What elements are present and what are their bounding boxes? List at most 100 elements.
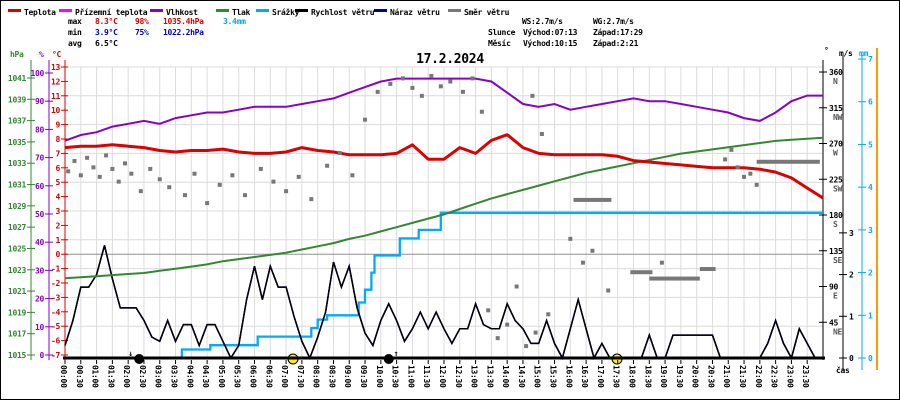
wind-direction-point [524,344,529,349]
wind-direction-point [72,158,77,163]
stat-value: 3.4mm [223,17,246,26]
humidity-tick-label: 40 [35,238,45,247]
pressure-tick-label: 1029 [8,202,27,211]
x-tick-label: 02:30 [138,365,147,388]
wind-direction-point [91,165,96,170]
wind-direction-point [438,84,443,89]
astro-stat-value: Východ:07:13 [523,28,578,37]
rain-tick-label: 6 [868,98,873,107]
pressure-tick-label: 1025 [8,244,27,253]
rain-tick-label: 5 [868,140,873,149]
wind-direction-point [606,288,611,293]
x-tick-label: 14:00 [501,365,510,388]
stat-value: 1022.2hPa [163,28,204,37]
x-tick-label: 15:00 [533,365,542,388]
wind-direction-point [729,147,734,152]
wind-tick-label: 0 [849,354,854,363]
wind-direction-point [296,174,301,179]
pressure-tick-label: 1027 [8,223,27,232]
pressure-tick-label: 1039 [8,95,27,104]
temp-tick-label: 0 [55,250,60,259]
stat-value: min [68,27,82,37]
wind-direction-point [350,173,355,178]
wind-direction-point [66,169,71,174]
legend: Teplota Přízemní teplota Vlhkost Tlak Srážky… [8,7,510,17]
pressure-axis-unit-label: hPa [10,50,24,59]
x-tick-label: 07:30 [296,365,305,388]
legend-swatch-8 [448,9,461,12]
x-tick-label: 02:00 [122,365,131,388]
x-tick-label: 22:00 [754,365,763,388]
astro-stat-value: WG:2.7m/s [593,17,634,26]
legend-item-label: Tlak [232,8,251,17]
wind-direction-point [375,89,380,94]
pressure-tick-label: 1041 [8,74,27,83]
wind-direction-point [754,182,759,187]
stat-value: max [68,17,82,26]
direction-compass-label: NW [833,113,843,122]
rain-tick-label: 2 [868,269,873,278]
x-axis-unit-label: čas [836,365,850,375]
x-tick-label: 06:00 [248,365,257,388]
wind-direction-point [138,189,143,194]
wind-axis-unit-label: m/s [839,49,853,58]
wind-direction-point [514,284,519,289]
wind-direction-point [309,197,314,202]
moon-set-arrow: ↓ [128,349,133,358]
temp-tick-label: -2 [51,279,61,288]
x-tick-label: 20:30 [706,365,715,388]
stat-value: 3.9°C [95,28,118,37]
wind-direction-point [419,93,424,98]
x-tick-label: 17:30 [612,365,621,388]
astro-stat-value: Měsíc [488,38,511,48]
astro-stat-value: Západ:2:21 [593,39,639,48]
x-tick-label: 04:30 [201,365,210,388]
wind-direction-point [123,161,128,166]
direction-compass-label: S [833,220,838,229]
x-tick-label: 07:00 [280,365,289,388]
x-tick-label: 03:30 [170,365,179,388]
x-tick-label: 11:30 [422,365,431,388]
direction-compass-label: W [833,149,838,158]
direction-compass-label: N [833,77,838,86]
wind-direction-point [448,79,453,84]
wind-direction-point [539,131,544,136]
pressure-line [64,136,824,280]
x-axis: 00:00 00:30 01:00 01:30 02:00 02:30 03:00 03:30… [59,356,825,388]
x-tick-label: 17:00 [596,365,605,388]
stat-value: 75% [135,28,149,37]
astro-stat-value: Slunce [488,28,516,37]
legend-item-label: Teplota [24,8,56,17]
pressure-tick-label: 1037 [8,117,27,126]
astro-stat-value: Východ:10:15 [523,39,578,48]
stat-value: 98% [135,17,149,26]
x-tick-label: 23:30 [801,365,810,388]
humidity-tick-label: 90 [35,97,45,106]
wind-direction-point [742,174,747,179]
wind-direction-point [217,182,222,187]
x-tick-label: 14:30 [517,365,526,388]
wind-direction-point [546,312,551,317]
humidity-tick-label: 70 [35,154,45,163]
wind-direction-point [97,174,102,179]
x-tick-label: 16:30 [580,365,589,388]
x-tick-label: 20:00 [691,365,700,388]
legend-swatch-6 [295,9,308,12]
wind-direction-point [85,155,90,160]
x-tick-label: 09:30 [359,365,368,388]
x-tick-label: 12:30 [454,365,463,388]
legend-swatch-3 [150,9,163,12]
legend-swatch-4 [216,9,229,12]
wind-direction-point [284,189,289,194]
rain-tick-label: 3 [868,226,873,235]
direction-compass-label: E [833,292,838,301]
humidity-line [64,77,823,142]
wind-direction-point [479,109,484,114]
direction-axis-unit-label: ° [824,46,829,55]
pressure-tick-label: 1031 [8,181,27,190]
x-tick-label: 03:00 [154,365,163,388]
moon-rise-arrow: ↑ [394,349,399,358]
temp-tick-label: 6 [55,164,60,173]
wind-direction-point [723,157,728,162]
